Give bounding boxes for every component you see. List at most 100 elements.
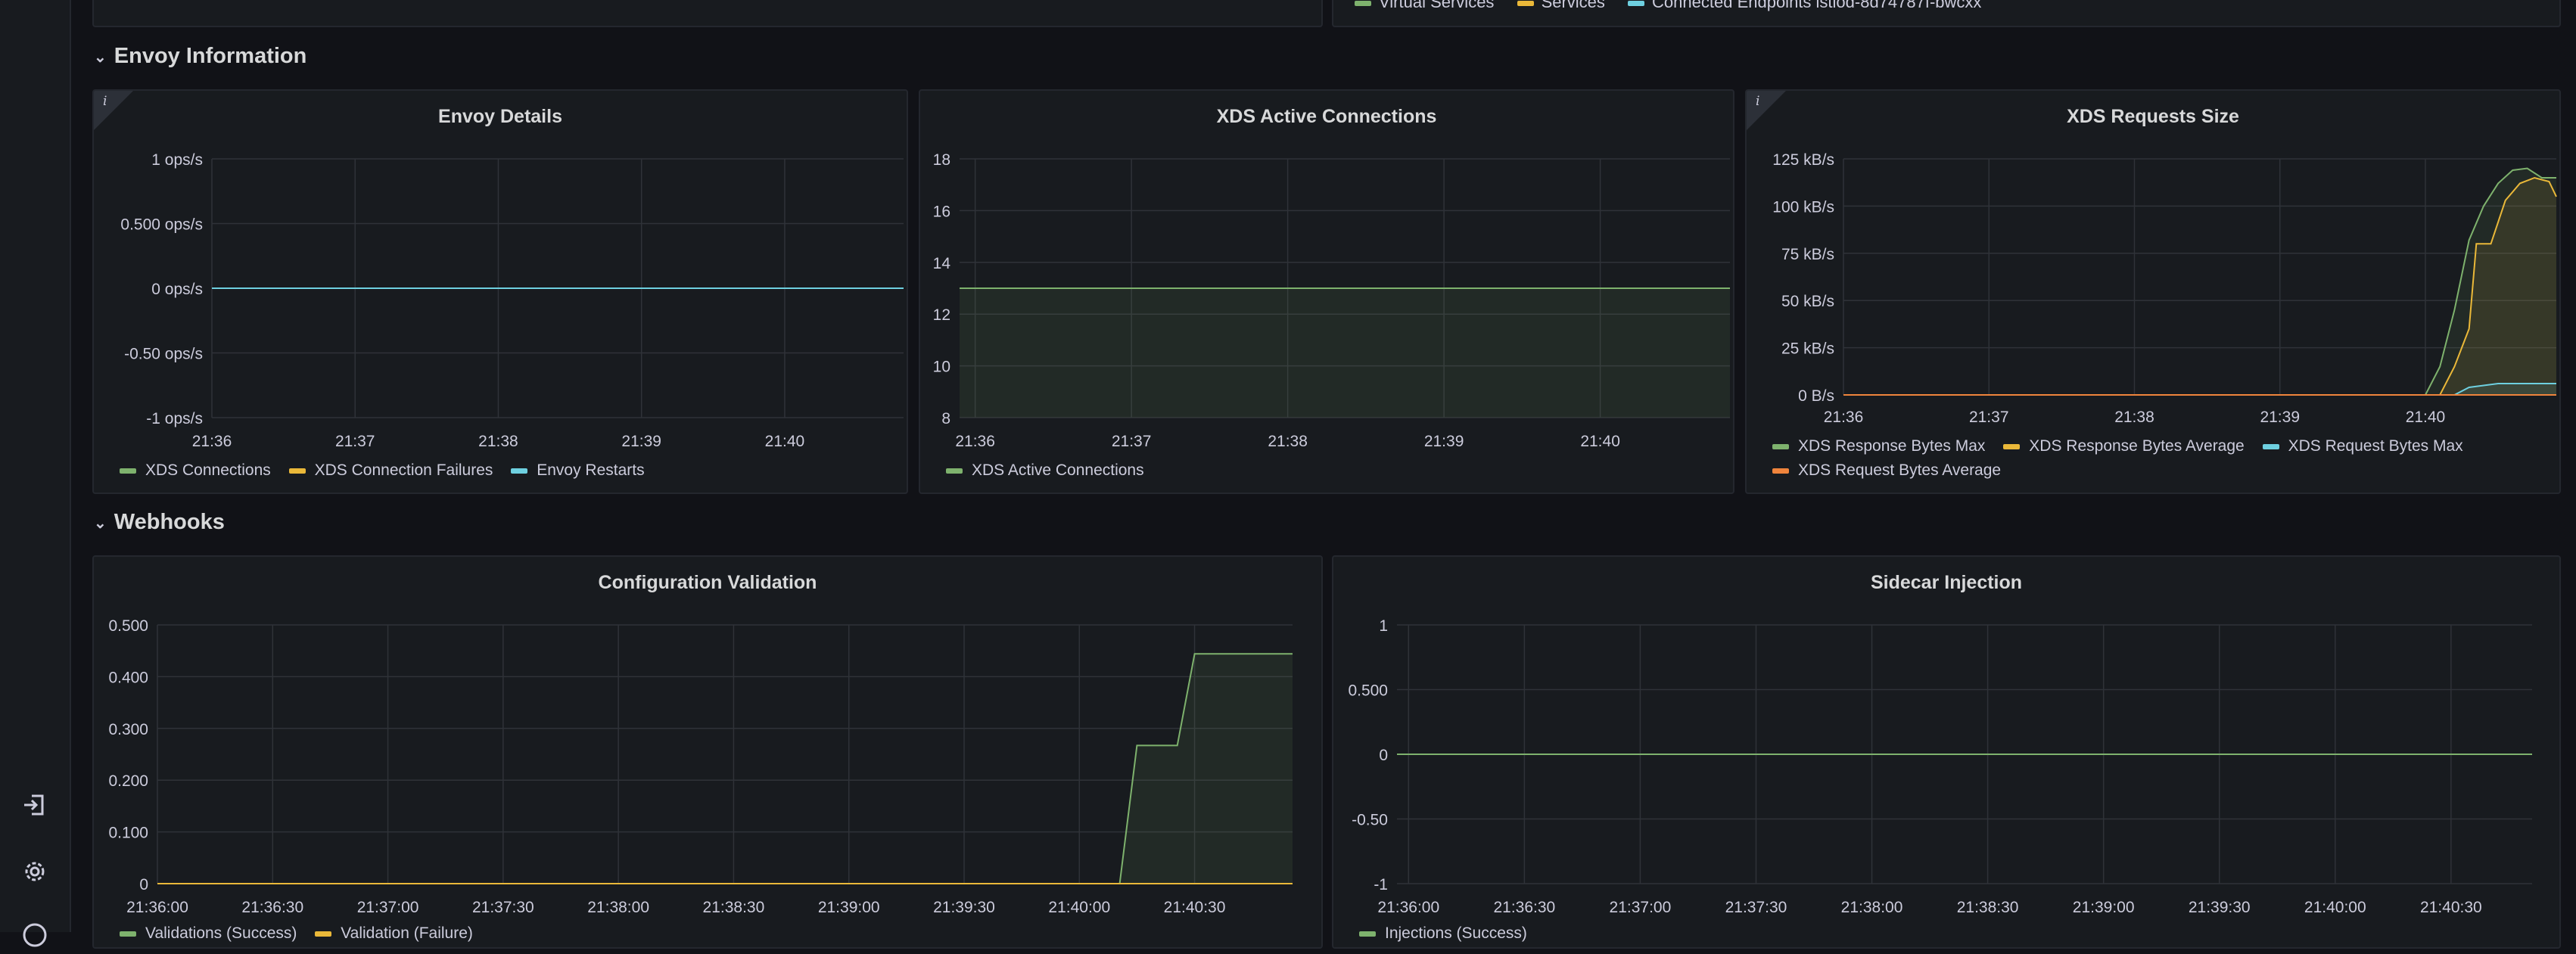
panel-xds-active-connections[interactable]: XDS Active Connections 18 16 14 12 10 8 21:36 2… — [919, 89, 1734, 494]
y-tick-label: -0.50 — [1352, 812, 1388, 829]
y-tick-label: 10 — [933, 359, 950, 376]
y-tick-label: 0.500 — [108, 617, 148, 635]
legend-item[interactable]: Validation (Failure) — [315, 921, 473, 946]
chevron-down-icon: ⌄ — [94, 514, 107, 532]
legend-label: XDS Connections — [145, 461, 271, 479]
panel-sidecar-injection[interactable]: Sidecar Injection 1 0.500 0 -0.50 -1 21:36:00… — [1332, 555, 2561, 949]
series-line — [157, 653, 1293, 884]
sign-in-icon[interactable] — [20, 790, 50, 820]
y-tick-label: 0 ops/s — [151, 281, 203, 298]
panel-configuration-validation[interactable]: Configuration Validation 0.500 0.400 0.300… — [92, 555, 1323, 949]
x-tick-label: 21:40:00 — [2304, 899, 2366, 916]
legend-item[interactable]: XDS Request Bytes Max — [2262, 434, 2463, 458]
x-tick-label: 21:37:30 — [1725, 899, 1787, 916]
x-tick-label: 21:39:00 — [2073, 899, 2135, 916]
y-tick-label: 1 — [1379, 617, 1388, 635]
legend-label: Validation (Failure) — [341, 924, 473, 942]
legend-swatch — [315, 931, 332, 937]
row-title-text: Webhooks — [114, 510, 225, 534]
x-tick-label: 21:38:30 — [703, 899, 765, 916]
chart-envoy-details: 1 ops/s 0.500 ops/s 0 ops/s -0.50 ops/s -1 o… — [120, 151, 904, 450]
x-tick-label: 21:36:00 — [1377, 899, 1439, 916]
x-tick-label: 21:36 — [955, 433, 995, 450]
previous-panel-bottom — [92, 0, 1323, 27]
y-tick-label: 8 — [941, 410, 950, 427]
legend-label-services[interactable]: Services — [1541, 0, 1605, 11]
x-tick-label: 21:36:00 — [126, 899, 188, 916]
x-tick-label: 21:36 — [192, 433, 232, 450]
info-icon[interactable]: i — [1756, 94, 1760, 109]
legend-label: XDS Request Bytes Average — [1798, 461, 2002, 479]
y-tick-label: 50 kB/s — [1781, 293, 1834, 310]
side-menu — [0, 0, 71, 947]
legend: Validations (Success) Validation (Failur… — [120, 921, 487, 946]
legend-swatch — [288, 468, 306, 474]
legend-label: Injections (Success) — [1385, 924, 1527, 942]
x-tick-label: 21:38 — [2114, 409, 2154, 426]
x-tick-label: 21:37 — [1969, 409, 2009, 426]
y-tick-label: 0.200 — [108, 772, 148, 790]
legend-label-virtual-services[interactable]: Virtual Services — [1379, 0, 1495, 11]
legend-label-connected-endpoints[interactable]: Connected Endpoints istiod-8d74787f-bwcx… — [1652, 0, 1982, 11]
series-area — [960, 288, 1730, 418]
y-tick-label: 0.400 — [108, 669, 148, 686]
legend-label: XDS Connection Failures — [314, 461, 493, 479]
legend-label: XDS Request Bytes Max — [2288, 437, 2463, 455]
legend-item[interactable]: XDS Connections — [120, 458, 271, 483]
y-tick-label: -0.50 ops/s — [124, 346, 203, 363]
panel-xds-requests-size[interactable]: i XDS Requests Size 125 kB/s 100 kB/s 75 k… — [1745, 89, 2561, 494]
legend-item[interactable]: Envoy Restarts — [511, 458, 645, 483]
y-tick-label: 0.500 — [1348, 682, 1388, 700]
x-tick-label: 21:40:30 — [2420, 899, 2482, 916]
y-tick-label: 25 kB/s — [1781, 340, 1834, 358]
x-tick-label: 21:39 — [1424, 433, 1464, 450]
x-tick-label: 21:40:30 — [1164, 899, 1226, 916]
series-area — [1843, 178, 2556, 395]
legend-swatch — [1772, 468, 1789, 474]
legend-swatch — [1359, 931, 1376, 937]
legend-label: XDS Response Bytes Average — [2029, 437, 2245, 455]
x-tick-label: 21:40 — [1580, 433, 1620, 450]
legend-item[interactable]: Validations (Success) — [120, 921, 297, 946]
row-webhooks[interactable]: ⌄ Webhooks — [94, 510, 225, 535]
panel-info-corner[interactable] — [94, 91, 133, 130]
x-tick-label: 21:38 — [1268, 433, 1308, 450]
x-tick-label: 21:39 — [621, 433, 661, 450]
panel-info-corner[interactable] — [1747, 91, 1786, 130]
row-title-text: Envoy Information — [114, 44, 307, 68]
x-tick-label: 21:40:00 — [1048, 899, 1110, 916]
panel-title[interactable]: Envoy Details — [438, 106, 562, 127]
y-tick-label: 0.100 — [108, 825, 148, 842]
legend-item[interactable]: XDS Connection Failures — [288, 458, 493, 483]
info-icon[interactable]: i — [103, 94, 107, 109]
help-icon[interactable] — [20, 920, 50, 950]
chart-sidecar-injection: 1 0.500 0 -0.50 -1 21:36:00 21:36:30 21:37:00 21… — [1348, 617, 2532, 916]
legend-swatch — [2003, 443, 2021, 449]
legend-item[interactable]: XDS Response Bytes Average — [2003, 434, 2245, 458]
panel-envoy-details[interactable]: i Envoy Details 1 ops/s 0.500 ops/s 0 ops/… — [92, 89, 908, 494]
legend: XDS Response Bytes Max XDS Response Byte… — [1772, 434, 2544, 483]
x-tick-label: 21:39:30 — [933, 899, 995, 916]
series-line — [1843, 167, 2556, 396]
chart-xds-active-connections: 18 16 14 12 10 8 21:36 21:37 21:38 21:39 21:40 — [933, 151, 1730, 450]
panel-title[interactable]: Configuration Validation — [598, 572, 817, 593]
gear-icon[interactable] — [20, 856, 50, 887]
legend-swatch — [1355, 0, 1371, 6]
y-tick-label: 0 — [139, 876, 148, 893]
legend-label: Validations (Success) — [145, 924, 297, 942]
legend-item[interactable]: Injections (Success) — [1359, 921, 1527, 946]
panel-title[interactable]: Sidecar Injection — [1870, 572, 2023, 593]
legend-item[interactable]: XDS Response Bytes Max — [1772, 434, 1985, 458]
panel-title[interactable]: XDS Active Connections — [1216, 106, 1437, 127]
legend-item[interactable]: XDS Active Connections — [946, 458, 1144, 483]
legend-item[interactable]: XDS Request Bytes Average — [1772, 458, 2001, 483]
series-line — [1843, 176, 2557, 396]
series-area — [1843, 384, 2556, 395]
series-area — [157, 654, 1293, 884]
row-envoy-information[interactable]: ⌄ Envoy Information — [94, 44, 306, 69]
chevron-down-icon: ⌄ — [94, 48, 107, 66]
legend-swatch — [946, 468, 963, 474]
x-tick-label: 21:36:30 — [1493, 899, 1555, 916]
panel-title[interactable]: XDS Requests Size — [2067, 106, 2239, 127]
legend-swatch — [1517, 0, 1534, 6]
